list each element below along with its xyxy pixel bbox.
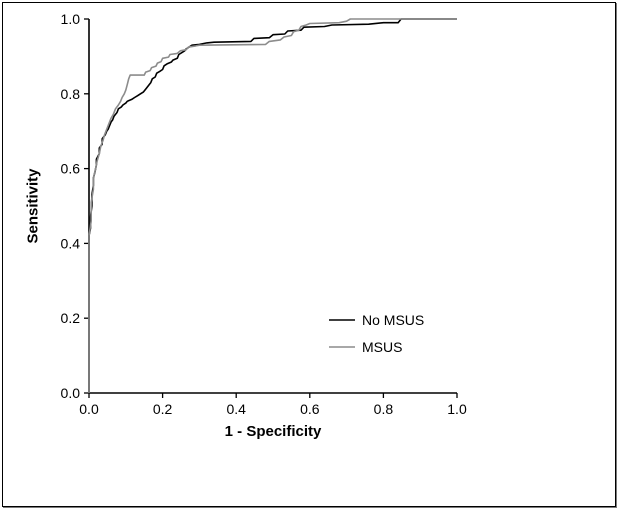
- chart-frame: 0.0 0.2 0.4 0.6 0.8 1.0 0.0 0.2 0.4 0.6 0.8 1.0 No M…: [2, 2, 616, 507]
- legend-label-msus: MSUS: [362, 339, 402, 355]
- x-axis-title: 1 - Specificity: [224, 423, 322, 440]
- y-tick-label: 0.6: [61, 161, 81, 177]
- y-tick-label: 1.0: [61, 11, 81, 27]
- y-axis-title: Sensitivity: [24, 168, 42, 244]
- y-tick-label: 0.0: [61, 385, 81, 401]
- legend-label-no-msus: No MSUS: [362, 312, 424, 328]
- x-tick-label: 0.6: [300, 401, 320, 417]
- y-tick-label: 0.4: [61, 235, 81, 251]
- x-tick-label: 0.8: [374, 401, 394, 417]
- roc-plot: 0.0 0.2 0.4 0.6 0.8 1.0 0.0 0.2 0.4 0.6 0.8 1.0 No M…: [61, 11, 467, 417]
- y-tick-label: 0.2: [61, 310, 81, 326]
- curve-msus: [88, 18, 457, 393]
- y-tick-label: 0.8: [61, 86, 81, 102]
- x-tick-label: 0.4: [226, 401, 246, 417]
- x-tick-label: 0.2: [153, 401, 173, 417]
- x-tick-label: 0.0: [79, 401, 99, 417]
- x-tick-label: 1.0: [447, 401, 467, 417]
